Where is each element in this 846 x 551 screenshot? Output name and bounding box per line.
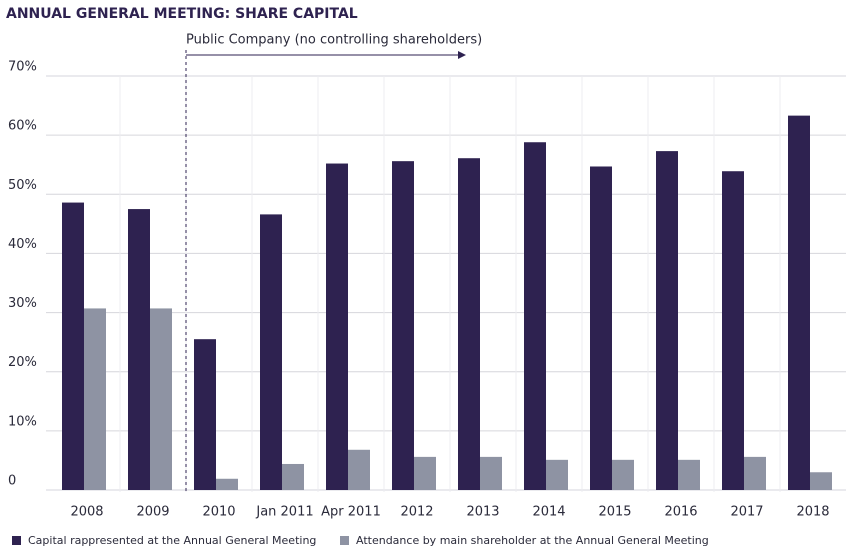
y-tick-label: 20% [8, 355, 37, 370]
bar [326, 163, 348, 490]
bar [348, 449, 370, 490]
x-tick-label: 2014 [532, 505, 565, 520]
legend-swatch [12, 536, 21, 545]
bar [480, 456, 502, 490]
bar [84, 308, 106, 490]
bar [194, 339, 216, 490]
chart-title: ANNUAL GENERAL MEETING: SHARE CAPITAL [6, 6, 358, 22]
x-tick-label: Jan 2011 [255, 505, 313, 520]
x-tick-label: 2012 [400, 505, 433, 520]
y-tick-label: 30% [8, 296, 37, 311]
bar [128, 209, 150, 491]
bar [612, 459, 634, 490]
bar [524, 142, 546, 491]
bar [788, 115, 810, 490]
annotation-arrowhead [458, 51, 466, 59]
legend-swatch [340, 536, 349, 545]
bar [260, 214, 282, 490]
y-tick-label: 60% [8, 119, 37, 134]
bar [62, 202, 84, 490]
bar [150, 308, 172, 490]
x-tick-label: 2015 [598, 505, 631, 520]
legend-label: Attendance by main shareholder at the An… [356, 534, 709, 547]
bar [722, 171, 744, 490]
y-tick-label: 0 [8, 474, 16, 489]
bar [216, 478, 238, 490]
y-tick-label: 40% [8, 237, 37, 252]
bar [678, 459, 700, 490]
bar [282, 463, 304, 490]
bar [414, 456, 436, 490]
x-tick-label: 2008 [70, 505, 103, 520]
x-tick-label: 2018 [796, 505, 829, 520]
y-tick-label: 50% [8, 178, 37, 193]
x-tick-label: 2017 [730, 505, 763, 520]
bar [458, 158, 480, 491]
legend-label: Capital rappresented at the Annual Gener… [28, 534, 316, 547]
bar [392, 161, 414, 490]
bar [656, 151, 678, 490]
annotation: Public Company (no controlling sharehold… [186, 33, 482, 48]
x-tick-label: 2010 [202, 505, 235, 520]
y-tick-label: 70% [8, 60, 37, 75]
y-tick-label: 10% [8, 414, 37, 429]
x-tick-label: 2013 [466, 505, 499, 520]
x-tick-label: 2009 [136, 505, 169, 520]
x-tick-label: Apr 2011 [321, 505, 381, 520]
bar [546, 459, 568, 490]
bar [590, 166, 612, 490]
bar [744, 456, 766, 490]
x-tick-label: 2016 [664, 505, 697, 520]
bar [810, 472, 832, 490]
